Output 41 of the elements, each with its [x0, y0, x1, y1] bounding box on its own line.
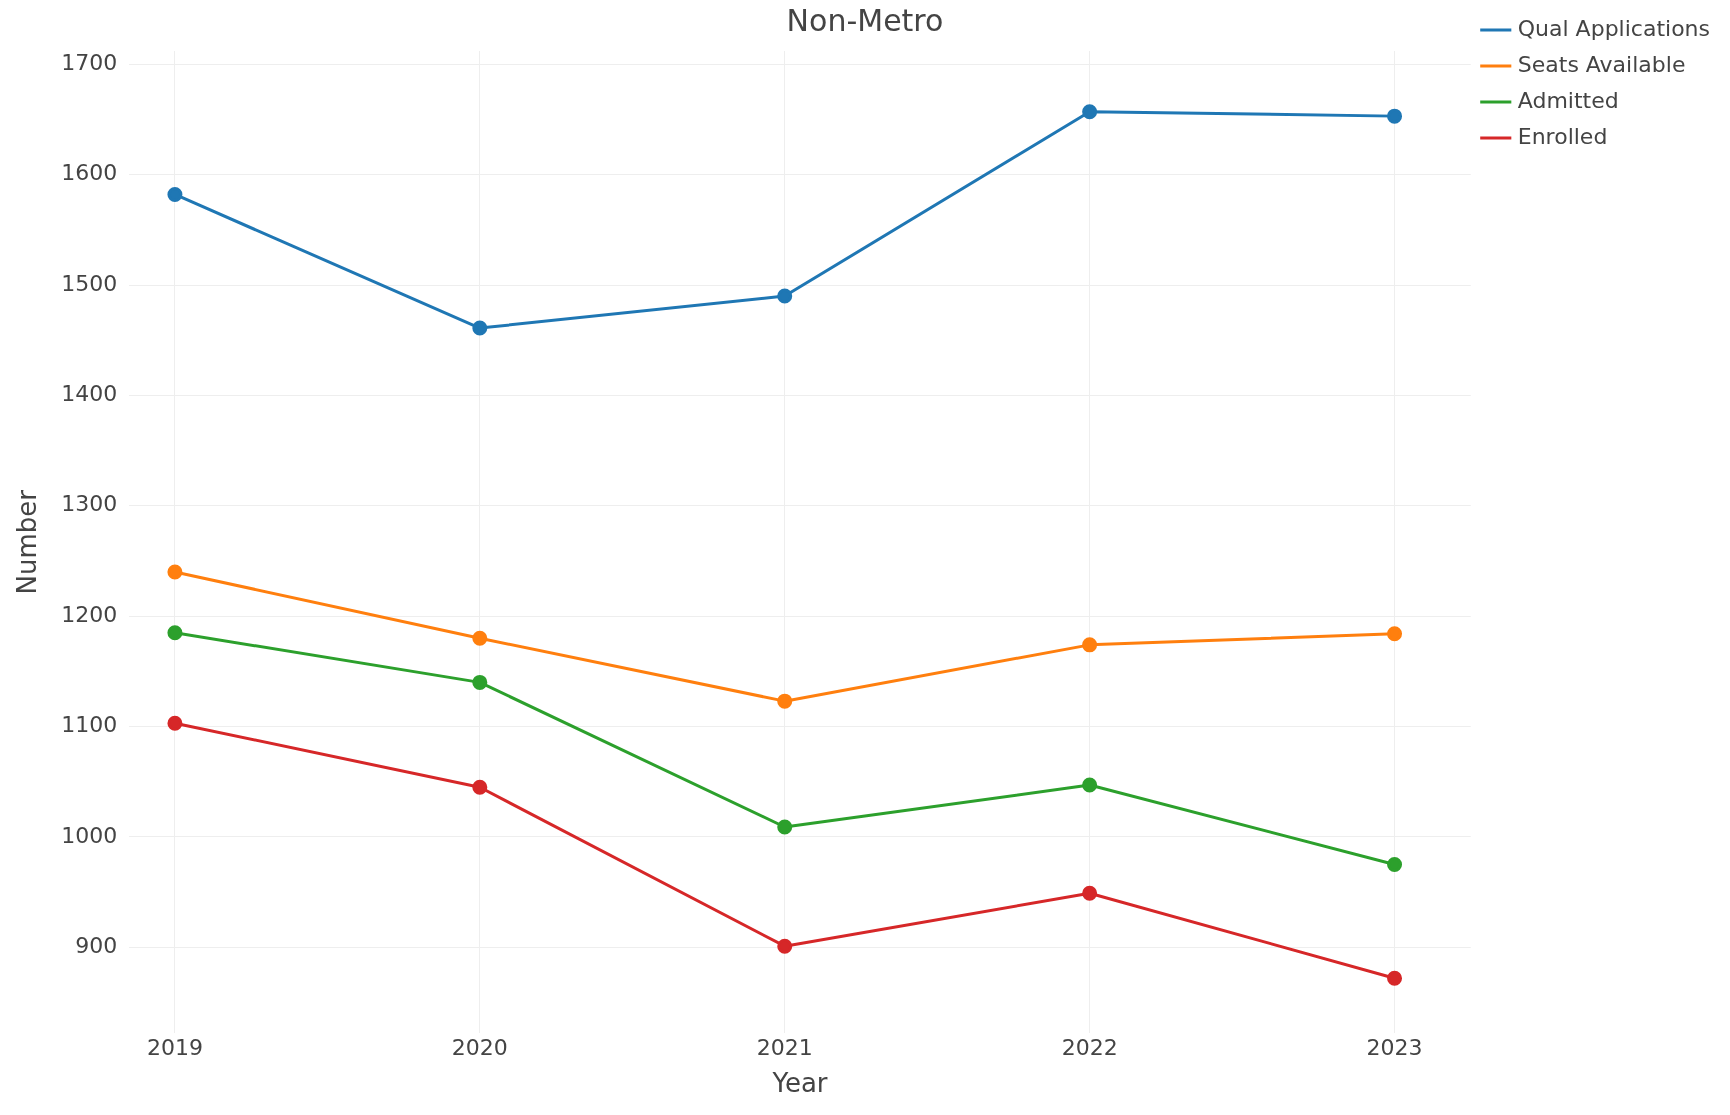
- point: [167, 715, 183, 731]
- y-tick-label: 1600: [61, 160, 118, 186]
- y-tick-label: 1300: [61, 491, 118, 517]
- point: [167, 625, 183, 641]
- point: [167, 564, 183, 580]
- point: [1082, 104, 1098, 120]
- x-tick-label: 2023: [1366, 1035, 1423, 1061]
- legend-label: Enrolled: [1517, 123, 1608, 149]
- x-tick-label: 2021: [756, 1035, 813, 1061]
- point: [1387, 108, 1403, 124]
- point: [472, 674, 488, 690]
- point: [1387, 970, 1403, 986]
- point: [777, 938, 793, 954]
- point: [472, 320, 488, 336]
- y-tick-label: 1500: [61, 270, 118, 296]
- y-tick-label: 1400: [61, 381, 118, 407]
- point: [472, 779, 488, 795]
- point: [777, 819, 793, 835]
- y-axis-title: Number: [12, 489, 43, 595]
- x-tick-label: 2020: [451, 1035, 508, 1061]
- chart-title: Non-Metro: [786, 2, 944, 38]
- point: [1387, 857, 1403, 873]
- point: [1082, 637, 1098, 653]
- point: [1082, 777, 1098, 793]
- y-tick-label: 1100: [61, 712, 118, 738]
- point: [777, 288, 793, 304]
- point: [1387, 626, 1403, 642]
- point: [472, 630, 488, 646]
- y-tick-label: 1200: [61, 601, 118, 627]
- y-tick-label: 1700: [61, 49, 118, 75]
- y-tick-label: 1000: [61, 822, 118, 848]
- point: [777, 693, 793, 709]
- legend-label: Seats Available: [1517, 51, 1686, 77]
- legend-label: Admitted: [1517, 87, 1619, 113]
- x-tick-label: 2019: [146, 1035, 203, 1061]
- point: [167, 187, 183, 202]
- x-tick-label: 2022: [1061, 1035, 1118, 1061]
- legend-label: Qual Applications: [1517, 15, 1710, 41]
- x-axis-title: Year: [771, 1068, 828, 1099]
- point: [1082, 885, 1098, 901]
- y-tick-label: 900: [75, 933, 118, 959]
